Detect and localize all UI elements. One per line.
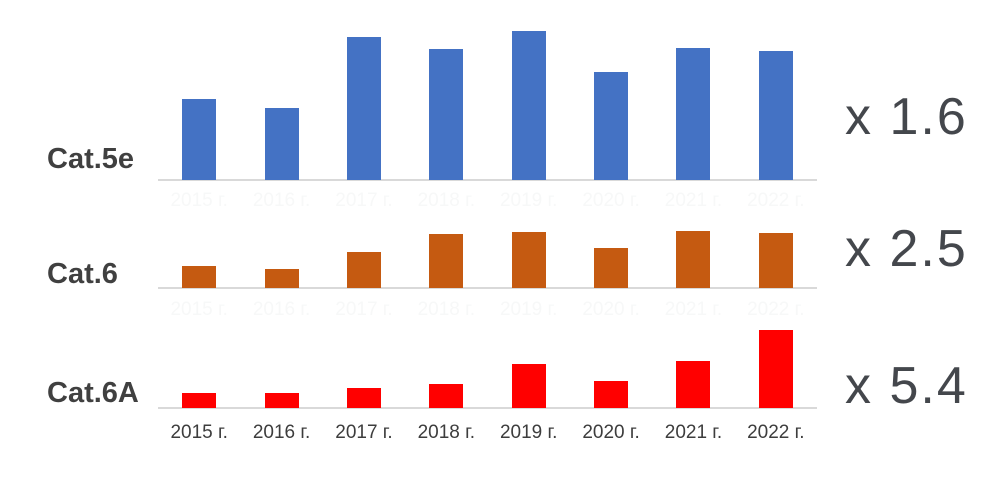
row-label-cat6: Cat.6 bbox=[47, 258, 118, 290]
bar-cat6-2018 bbox=[429, 234, 464, 288]
bar-cat5e-2022 bbox=[758, 51, 793, 180]
bar-cat6a-2017 bbox=[346, 388, 381, 408]
bar-cat6a-2019 bbox=[511, 364, 546, 408]
ghost-axis-tick-2021: 2021 г. bbox=[664, 190, 723, 211]
axis-tick-2022: 2022 г. bbox=[747, 422, 805, 443]
bar-cat6a-2021 bbox=[676, 361, 711, 408]
axis-tick-2016: 2016 г. bbox=[252, 422, 311, 443]
ghost-axis-tick-2018: 2018 г. bbox=[417, 299, 475, 320]
multiplier-cat6a: x 5.4 bbox=[845, 357, 968, 415]
bar-cat6-2022 bbox=[758, 233, 793, 288]
ghost-axis-tick-2021: 2021 г. bbox=[664, 299, 723, 320]
row-label-cat6a: Cat.6A bbox=[47, 377, 139, 409]
ghost-axis-tick-2018: 2018 г. bbox=[417, 190, 475, 211]
ghost-axis-tick-2019: 2019 г. bbox=[499, 190, 558, 211]
axis-tick-2018: 2018 г. bbox=[417, 422, 475, 443]
axis-tick-2015: 2015 г. bbox=[170, 422, 228, 443]
row-label-cat5e: Cat.5e bbox=[47, 143, 135, 175]
bar-cat5e-2015 bbox=[182, 99, 217, 180]
bar-cat6-2019 bbox=[511, 232, 546, 288]
ghost-axis-tick-2017: 2017 г. bbox=[335, 190, 393, 211]
ghost-axis-tick-2017: 2017 г. bbox=[335, 299, 393, 320]
ghost-axis-tick-2019: 2019 г. bbox=[499, 299, 558, 320]
bar-cat6a-2018 bbox=[429, 384, 464, 408]
bar-cat6-2021 bbox=[676, 231, 711, 288]
ghost-axis-tick-2015: 2015 г. bbox=[170, 190, 228, 211]
bar-cat5e-2021 bbox=[676, 48, 711, 180]
ghost-axis-tick-2022: 2022 г. bbox=[747, 190, 805, 211]
axis-tick-2021: 2021 г. bbox=[664, 422, 723, 443]
bar-cat6a-2015 bbox=[182, 393, 217, 408]
bar-cat5e-2019 bbox=[511, 31, 546, 180]
bar-cat5e-2017 bbox=[346, 37, 381, 180]
bar-cat6a-2022 bbox=[758, 330, 793, 408]
axis-tick-2020: 2020 г. bbox=[582, 422, 640, 443]
ghost-axis-tick-2016: 2016 г. bbox=[252, 190, 311, 211]
bar-cat6-2017 bbox=[346, 252, 381, 288]
multiplier-cat6: x 2.5 bbox=[845, 220, 968, 278]
axis-tick-2019: 2019 г. bbox=[499, 422, 558, 443]
axis-line-cat6 bbox=[158, 287, 817, 289]
ghost-axis-tick-2020: 2020 г. bbox=[582, 190, 640, 211]
bar-cat5e-2020 bbox=[594, 72, 629, 180]
bar-cat5e-2016 bbox=[264, 108, 299, 180]
ghost-axis-tick-2016: 2016 г. bbox=[252, 299, 311, 320]
axis-line-cat6a bbox=[158, 407, 817, 409]
bar-cat6-2016 bbox=[264, 269, 299, 288]
axis-tick-2017: 2017 г. bbox=[335, 422, 393, 443]
ghost-axis-tick-2022: 2022 г. bbox=[747, 299, 805, 320]
ghost-axis-tick-2020: 2020 г. bbox=[582, 299, 640, 320]
bar-cat6a-2016 bbox=[264, 393, 299, 408]
multiplier-cat5e: x 1.6 bbox=[845, 88, 968, 146]
bar-cat5e-2018 bbox=[429, 49, 464, 180]
axis-line-cat5e bbox=[158, 179, 817, 181]
bar-cat6-2015 bbox=[182, 266, 217, 288]
ghost-axis-tick-2015: 2015 г. bbox=[170, 299, 228, 320]
bar-cat6a-2020 bbox=[594, 381, 629, 408]
bar-cat6-2020 bbox=[594, 248, 629, 288]
